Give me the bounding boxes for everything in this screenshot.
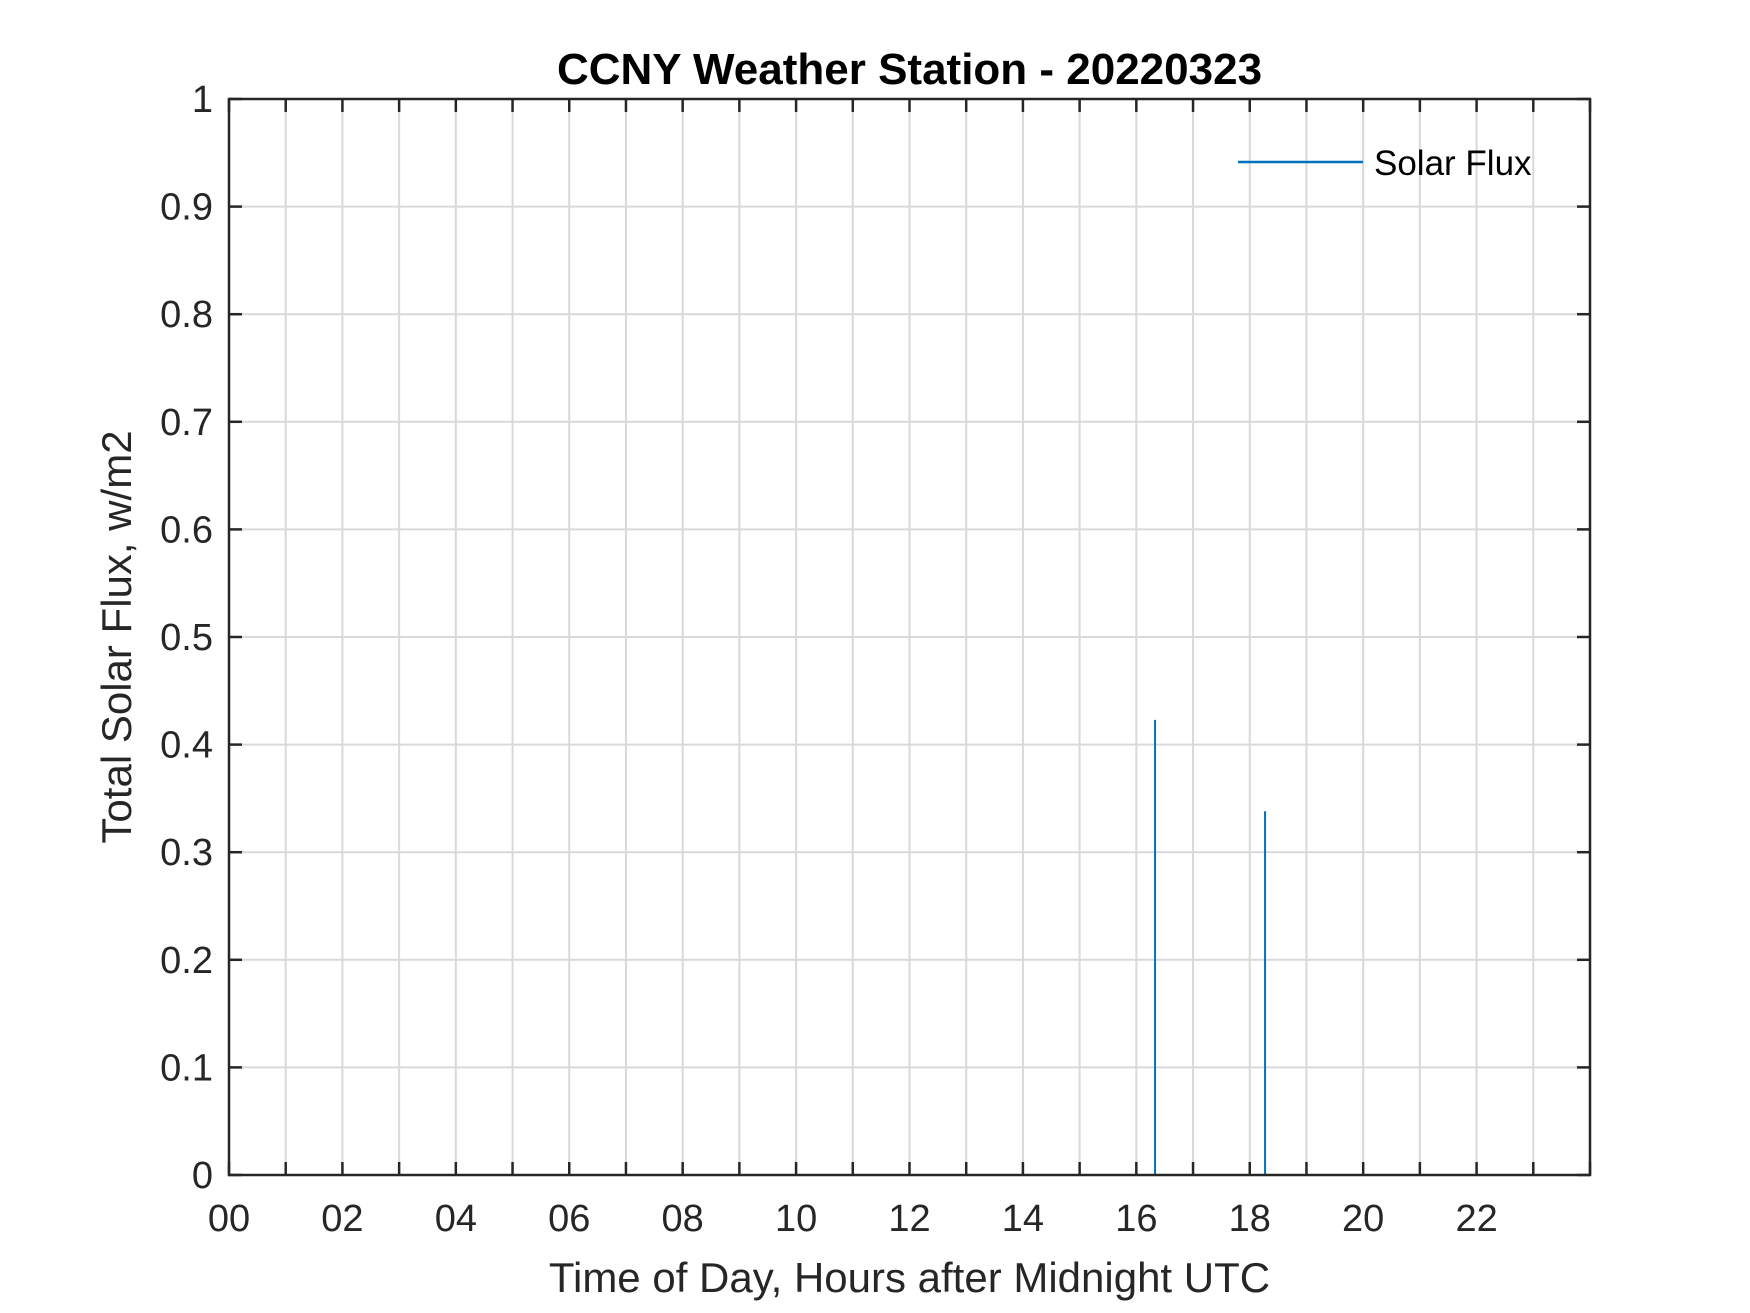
plot-area-frame (227, 97, 1592, 1177)
y-tick-label: 0 (192, 1155, 213, 1197)
y-tick-label: 0.1 (160, 1047, 213, 1089)
y-tick-label: 0.2 (160, 940, 213, 982)
grid (229, 99, 1590, 1175)
x-tick-label: 10 (775, 1198, 817, 1240)
y-tick-label: 0.8 (160, 294, 213, 336)
y-axis-label: Total Solar Flux, w/m2 (93, 430, 140, 843)
y-tick-label: 0.6 (160, 509, 213, 551)
y-tick-label: 0.7 (160, 402, 213, 444)
y-tick-label: 0.9 (160, 187, 213, 229)
series-solar-flux (1154, 719, 1267, 1175)
y-tick-labels: 0 0.1 0.2 0.3 0.4 0.5 0.6 0.7 0.8 0.9 1 (160, 79, 213, 1197)
legend-label-solar-flux: Solar Flux (1374, 144, 1532, 183)
x-tick-label: 20 (1342, 1198, 1384, 1240)
x-tick-label: 08 (662, 1198, 704, 1240)
y-tick-label: 0.4 (160, 725, 213, 767)
x-tick-label: 06 (548, 1198, 590, 1240)
x-tick-label: 14 (1002, 1198, 1044, 1240)
x-tick-label: 16 (1115, 1198, 1157, 1240)
x-axis-label: Time of Day, Hours after Midnight UTC (549, 1254, 1270, 1301)
y-tick-label: 1 (192, 79, 213, 121)
x-tick-label: 02 (321, 1198, 363, 1240)
chart-title: CCNY Weather Station - 20220323 (557, 45, 1262, 94)
x-tick-label: 18 (1229, 1198, 1271, 1240)
y-tick-label: 0.5 (160, 617, 213, 659)
legend: Solar Flux (1238, 144, 1532, 183)
x-tick-label: 04 (435, 1198, 477, 1240)
x-tick-label: 12 (888, 1198, 930, 1240)
x-tick-labels: 00 02 04 06 08 10 12 14 16 18 20 22 (208, 1198, 1498, 1240)
x-tick-label: 22 (1455, 1198, 1497, 1240)
y-tick-label: 0.3 (160, 832, 213, 874)
x-tick-label: 00 (208, 1198, 250, 1240)
